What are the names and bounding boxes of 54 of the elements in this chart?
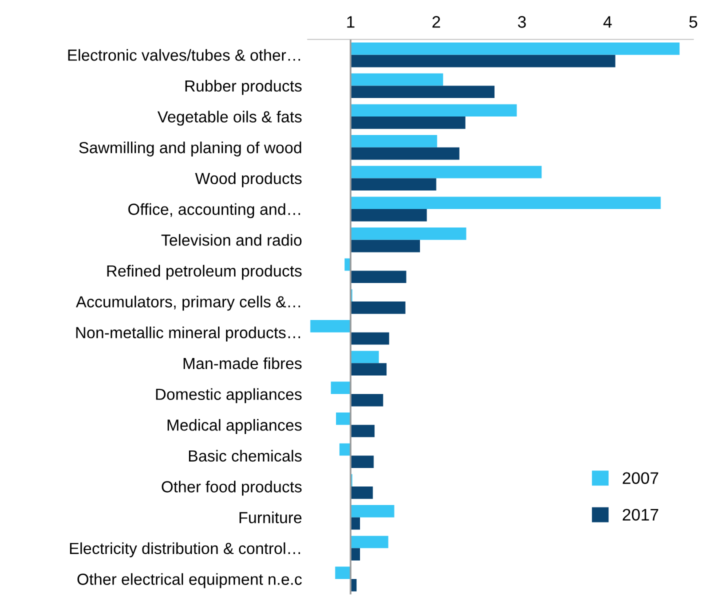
- bar: [350, 54, 616, 68]
- y-tick-label: Furniture: [240, 512, 302, 524]
- y-tick-label: Non-metallic mineral products…: [76, 326, 300, 342]
- x-tick-label: 5: [689, 16, 698, 28]
- bar: [350, 536, 388, 548]
- x-tick-label: 3: [518, 16, 526, 28]
- bar: [335, 566, 351, 579]
- bar: [336, 412, 351, 425]
- y-tick-label: Sawmilling and planing of wood: [79, 142, 302, 156]
- y-tick-label: Vegetable oils & fats: [158, 110, 302, 126]
- bar: [350, 394, 384, 406]
- y-tick-label: Rubber products: [185, 80, 302, 95]
- bar: [350, 270, 406, 284]
- bar: [350, 505, 394, 518]
- y-tick-label: Wood products: [195, 172, 302, 188]
- y-tick-label: Other electrical equipment n.e.c: [77, 573, 302, 588]
- y-tick-label: Other food products: [162, 480, 302, 496]
- bar: [350, 456, 374, 468]
- bar: [350, 166, 542, 178]
- bar: [350, 116, 466, 129]
- y-tick-label: Domestic appliances: [156, 388, 302, 404]
- bar: [350, 73, 444, 86]
- bar: [350, 86, 495, 98]
- bar: [350, 240, 420, 252]
- bar: [350, 104, 517, 117]
- bar: [350, 209, 427, 222]
- bar: [350, 135, 438, 148]
- x-tick-label: 1: [347, 16, 354, 28]
- bar: [310, 320, 351, 332]
- y-tick-label: Office, accounting and…: [128, 203, 300, 218]
- bar: [350, 486, 373, 499]
- bar: [350, 147, 460, 160]
- x-tick-label: 4: [603, 16, 612, 28]
- y-tick-label: Accumulators, primary cells &…: [76, 296, 300, 311]
- legend-label: 2007: [622, 472, 658, 484]
- bar: [350, 42, 680, 55]
- bar: [350, 363, 387, 376]
- bar: [350, 350, 379, 364]
- bar: [350, 332, 390, 345]
- bar: [350, 302, 406, 314]
- bar: [330, 382, 351, 394]
- y-tick-label: Refined petroleum products: [107, 264, 302, 280]
- y-tick-label: Man-made fibres: [184, 357, 302, 370]
- bar: [350, 424, 375, 438]
- bar: [350, 178, 436, 191]
- bar: [350, 228, 466, 240]
- legend-label: 2017: [622, 508, 658, 521]
- y-tick-label: Television and radio: [161, 234, 302, 246]
- y-tick-label: Medical appliances: [168, 419, 302, 434]
- x-tick-label: 2: [432, 16, 440, 28]
- y-tick-label: Electronic valves/tubes & other…: [68, 49, 300, 61]
- y-tick-label: Basic chemicals: [188, 450, 302, 462]
- bar: [350, 196, 661, 210]
- y-tick-label: Electricity distribution & control…: [70, 542, 300, 558]
